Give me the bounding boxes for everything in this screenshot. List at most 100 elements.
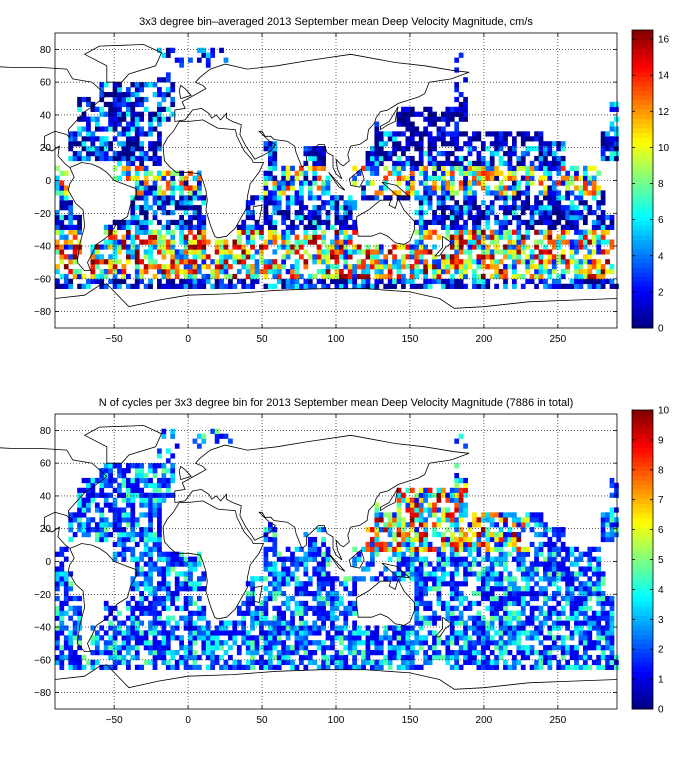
bin-cell (338, 219, 344, 226)
bin-cell (365, 264, 371, 270)
bin-cell (582, 170, 588, 176)
bin-cell (179, 200, 184, 206)
bin-cell (507, 532, 513, 538)
bin-cell (108, 502, 113, 508)
bin-cell (405, 160, 411, 167)
bin-cell (582, 190, 588, 196)
bin-cell (467, 170, 473, 176)
bin-cell (480, 234, 486, 240)
bin-cell (263, 664, 269, 670)
bin-cell (551, 645, 557, 651)
bin-cell (90, 497, 96, 503)
bin-cell (485, 210, 491, 216)
bin-cell (614, 522, 619, 528)
bin-cell (321, 605, 326, 611)
bin-cell (125, 517, 131, 523)
bin-cell (334, 205, 340, 211)
bin-cell (418, 111, 424, 117)
bin-cell (228, 645, 233, 651)
bin-cell (423, 507, 428, 513)
bin-cell (165, 468, 171, 474)
bin-cell (196, 581, 202, 587)
bin-cell (569, 600, 575, 607)
bin-cell (307, 234, 313, 240)
bin-cell (365, 278, 371, 285)
bin-cell (547, 541, 553, 548)
bin-cell (591, 175, 597, 181)
bin-cell (378, 185, 384, 191)
bin-cell (165, 591, 171, 597)
bin-cell (303, 551, 309, 557)
bin-cell (183, 615, 189, 621)
bin-cell (427, 512, 433, 518)
bin-cell (157, 283, 162, 289)
bin-cell (596, 615, 602, 621)
bin-cell (578, 239, 584, 245)
bin-cell (325, 610, 331, 616)
bin-cell (161, 273, 167, 280)
bin-cell (458, 502, 464, 508)
bin-cell (125, 546, 131, 552)
bin-cell (72, 136, 78, 142)
bin-cell (538, 605, 544, 611)
bin-cell (55, 576, 60, 582)
bin-cell (267, 160, 273, 167)
bin-cell (334, 630, 340, 636)
bin-cell (587, 283, 593, 289)
bin-cell (587, 210, 593, 216)
bin-cell (148, 522, 153, 528)
bin-cell (534, 254, 539, 260)
bin-cell (485, 605, 491, 611)
bin-cell (352, 224, 358, 230)
bin-cell (445, 640, 451, 646)
bin-cell (392, 576, 397, 582)
bin-cell (578, 581, 584, 587)
bin-cell (560, 234, 566, 240)
bin-cell (307, 219, 313, 226)
bin-cell (112, 664, 118, 670)
bin-cell (316, 165, 322, 171)
bin-cell (108, 654, 113, 661)
bin-cell (511, 283, 517, 289)
bin-cell (467, 136, 473, 142)
bin-cell (529, 645, 535, 651)
bin-cell (445, 600, 451, 607)
bin-cell (321, 249, 326, 255)
bin-cell (161, 254, 167, 260)
bin-cell (55, 180, 60, 186)
bin-cell (454, 264, 460, 270)
bin-cell (401, 160, 406, 167)
bin-cell (299, 620, 304, 626)
bin-cell (174, 57, 180, 63)
bin-cell (117, 155, 122, 162)
bin-cell (259, 195, 264, 201)
bin-cell (489, 175, 495, 181)
bin-cell (303, 175, 309, 181)
bin-cell (498, 561, 504, 567)
bin-cell (543, 571, 548, 577)
bin-cell (250, 645, 255, 651)
bin-cell (316, 185, 322, 191)
coastlines (0, 425, 618, 690)
bin-cell (352, 269, 358, 275)
bin-cell (188, 273, 193, 280)
bin-cell (551, 532, 557, 538)
bin-cell (170, 200, 176, 206)
bin-cell (99, 283, 105, 289)
bin-cell (600, 146, 606, 152)
bin-cell (423, 259, 428, 265)
coastline (348, 168, 365, 188)
bin-cell (121, 532, 127, 538)
bin-cell (134, 101, 140, 108)
bin-cell (485, 635, 491, 641)
bin-cell (520, 645, 526, 651)
bin-cell (165, 566, 171, 572)
bin-cell (534, 664, 539, 670)
bin-cell (414, 210, 420, 216)
bin-cell (148, 517, 153, 523)
colorbar-tick-label: 8 (658, 179, 664, 190)
bin-cell (511, 259, 517, 265)
bin-cell (267, 165, 273, 171)
bin-cell (574, 654, 579, 661)
bin-cell (436, 615, 442, 621)
